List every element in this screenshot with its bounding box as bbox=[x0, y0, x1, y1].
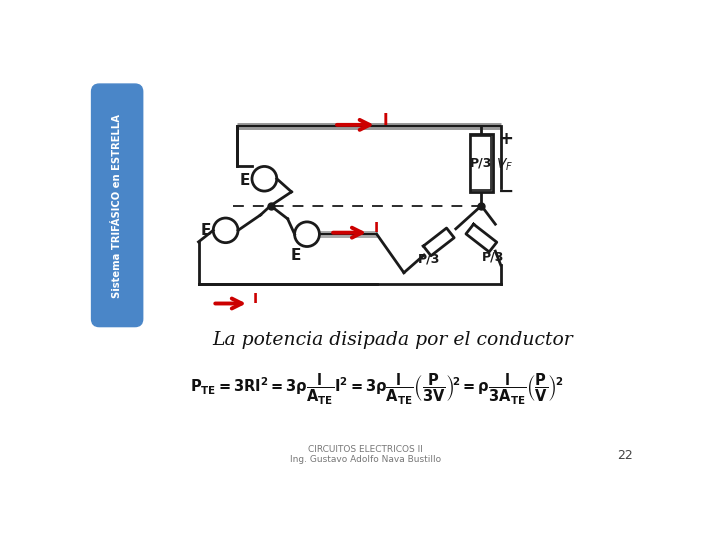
Text: La potencia disipada por el conductor: La potencia disipada por el conductor bbox=[212, 332, 572, 349]
Text: Sistema TRIFÁSICO en ESTRELLA: Sistema TRIFÁSICO en ESTRELLA bbox=[112, 114, 122, 298]
Text: CIRCUITOS ELECTRICOS II: CIRCUITOS ELECTRICOS II bbox=[307, 446, 423, 454]
Text: −: − bbox=[498, 183, 514, 201]
Text: +: + bbox=[498, 131, 513, 149]
Text: E: E bbox=[201, 223, 212, 238]
Text: P/3: P/3 bbox=[482, 251, 504, 264]
Text: $V_F$: $V_F$ bbox=[496, 157, 513, 173]
Text: Ing. Gustavo Adolfo Nava Bustillo: Ing. Gustavo Adolfo Nava Bustillo bbox=[289, 455, 441, 464]
Polygon shape bbox=[466, 224, 497, 252]
Bar bbox=[469, 134, 493, 192]
Text: I: I bbox=[253, 292, 258, 306]
Polygon shape bbox=[423, 228, 454, 256]
Bar bbox=[472, 136, 492, 190]
Text: E: E bbox=[240, 173, 250, 188]
Text: I: I bbox=[374, 221, 379, 235]
Text: 22: 22 bbox=[617, 449, 632, 462]
FancyBboxPatch shape bbox=[91, 84, 143, 327]
Bar bbox=[472, 136, 492, 190]
Text: I: I bbox=[383, 113, 389, 128]
Text: P/3: P/3 bbox=[470, 156, 492, 169]
Text: E: E bbox=[290, 248, 300, 264]
Text: $\mathbf{P_{TE} = 3RI^2 = 3\rho\dfrac{l}{A_{TE}}I^2= 3\rho\dfrac{l}{A_{TE}}\left: $\mathbf{P_{TE} = 3RI^2 = 3\rho\dfrac{l}… bbox=[190, 372, 564, 407]
Text: P/3: P/3 bbox=[418, 252, 441, 265]
